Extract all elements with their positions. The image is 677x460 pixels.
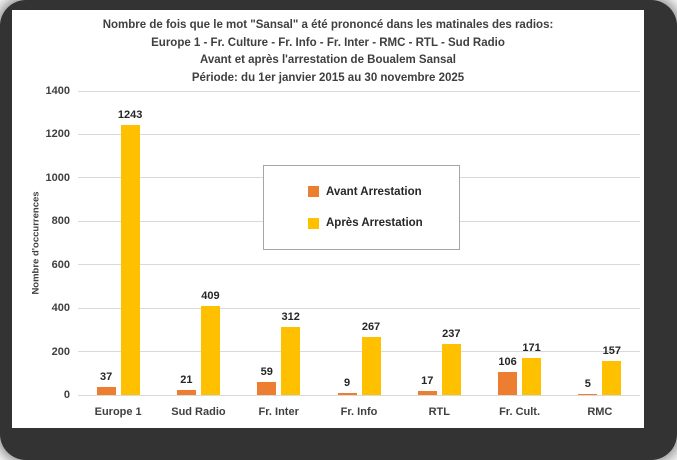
data-label-apres-europe-1: 1243 bbox=[117, 109, 143, 122]
chart-title-line-3: Avant et après l'arrestation de Boualem … bbox=[199, 54, 457, 66]
legend-entry-avant: Avant Arrestation bbox=[264, 186, 459, 198]
x-tick-label-sud-radio: Sud Radio bbox=[171, 406, 226, 418]
bar-avant-europe-1 bbox=[96, 386, 116, 395]
chart-title-line-1: Nombre de fois que le mot "Sansal" a été… bbox=[102, 19, 554, 31]
bar-avant-fr-cult- bbox=[498, 371, 518, 395]
y-tick-label-1200: 1200 bbox=[45, 128, 70, 141]
data-label-avant-fr-info: 9 bbox=[343, 377, 351, 390]
legend-marker-apres-icon bbox=[308, 217, 319, 229]
data-label-apres-rmc: 157 bbox=[602, 344, 622, 357]
bar-avant-sud-radio bbox=[176, 390, 196, 395]
y-tick-label-200: 200 bbox=[51, 345, 70, 358]
chart-panel: Nombre de fois que le mot "Sansal" a été… bbox=[12, 10, 644, 428]
data-label-avant-europe-1: 37 bbox=[100, 370, 113, 383]
bar-avant-fr-inter bbox=[257, 382, 277, 395]
data-label-avant-rmc: 5 bbox=[584, 377, 591, 390]
data-label-apres-fr-inter: 312 bbox=[281, 311, 300, 324]
y-axis-title: Nombre d'occurrences bbox=[30, 191, 42, 295]
data-label-avant-fr-cult-: 106 bbox=[498, 355, 517, 368]
gridline-y-1400 bbox=[78, 90, 640, 92]
y-tick-label-1000: 1000 bbox=[45, 171, 70, 184]
bar-apres-fr-cult- bbox=[522, 357, 542, 395]
bar-avant-rtl bbox=[417, 391, 437, 395]
bar-apres-sud-radio bbox=[200, 306, 220, 395]
x-tick-label-fr-info: Fr. Info bbox=[340, 406, 378, 418]
legend-label-avant: Avant Arrestation bbox=[326, 185, 422, 198]
plot-area: 0 200 400 600 800 1000 1200 1400 37 1243 Europe 1 2… bbox=[46, 85, 640, 418]
bar-avant-fr-info bbox=[337, 393, 357, 395]
y-tick-label-800: 800 bbox=[51, 215, 70, 228]
y-tick-label-400: 400 bbox=[51, 302, 70, 315]
bar-apres-europe-1 bbox=[120, 125, 140, 395]
gridline-y-400 bbox=[78, 307, 640, 309]
chart-title-line-4: Période: du 1er janvier 2015 au 30 novem… bbox=[191, 71, 465, 84]
legend-marker-avant-icon bbox=[308, 186, 319, 198]
y-tick-label-600: 600 bbox=[51, 258, 70, 271]
legend-label-apres: Après Arrestation bbox=[326, 217, 423, 230]
x-tick-label-fr-inter: Fr. Inter bbox=[258, 406, 299, 418]
data-label-apres-fr-info: 267 bbox=[361, 321, 381, 334]
x-tick-label-fr-cult-: Fr. Cult. bbox=[499, 406, 541, 418]
data-label-avant-rtl: 17 bbox=[421, 375, 434, 388]
gridline-y-200 bbox=[78, 351, 640, 353]
chart-title: Nombre de fois que le mot "Sansal" a été… bbox=[12, 17, 644, 87]
y-tick-label-0: 0 bbox=[63, 389, 70, 401]
legend-entry-apres: Après Arrestation bbox=[264, 217, 459, 229]
x-tick-label-rtl: RTL bbox=[428, 406, 450, 418]
data-label-apres-rtl: 237 bbox=[442, 327, 461, 340]
bar-apres-rtl bbox=[441, 343, 461, 395]
bar-apres-rmc bbox=[602, 360, 622, 395]
data-label-avant-fr-inter: 59 bbox=[260, 366, 273, 379]
chart-title-line-2: Europe 1 - Fr. Culture - Fr. Info - Fr. … bbox=[151, 36, 505, 49]
bar-apres-fr-inter bbox=[281, 327, 301, 395]
data-label-avant-sud-radio: 21 bbox=[180, 374, 193, 387]
y-tick-label-1400: 1400 bbox=[45, 85, 70, 97]
x-tick-label-rmc: RMC bbox=[587, 406, 613, 418]
x-tick-label-europe-1: Europe 1 bbox=[94, 406, 142, 418]
gridline-y-600 bbox=[78, 264, 640, 266]
bar-avant-rmc bbox=[578, 393, 598, 395]
legend: Avant Arrestation Après Arrestation bbox=[263, 165, 460, 250]
bar-apres-fr-info bbox=[361, 337, 381, 395]
gridline-y-1200 bbox=[78, 133, 640, 135]
data-label-apres-fr-cult-: 171 bbox=[522, 341, 541, 354]
data-label-apres-sud-radio: 409 bbox=[201, 290, 220, 303]
gridline-y-0 bbox=[78, 394, 640, 396]
